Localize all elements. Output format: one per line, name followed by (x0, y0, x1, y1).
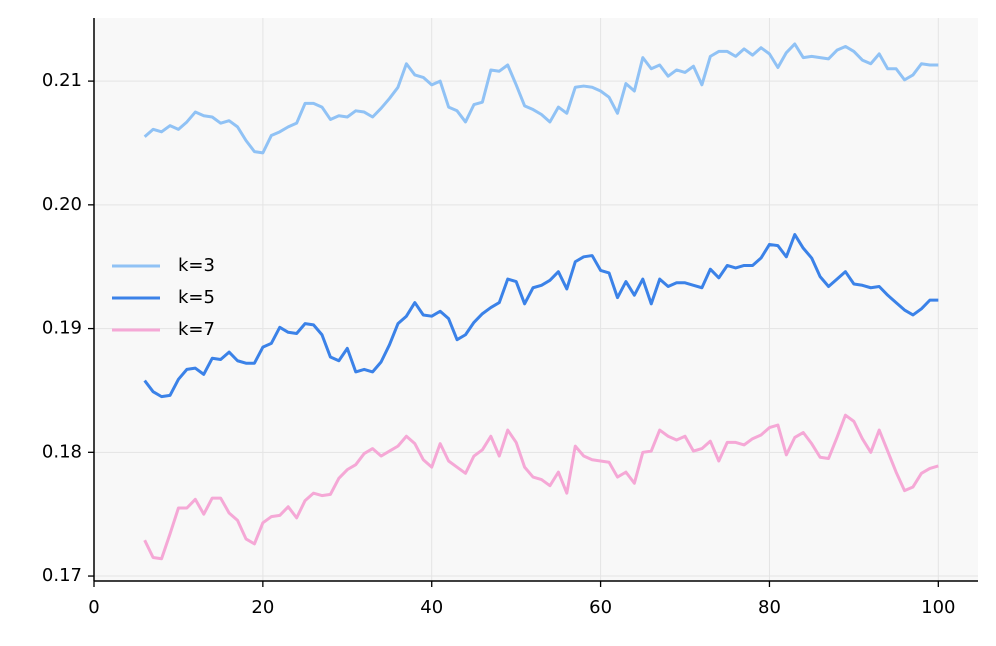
y-tick-label: 0.20 (42, 194, 82, 215)
legend-label: k=7 (178, 319, 215, 340)
x-tick-label: 20 (251, 597, 274, 618)
series-line (143, 233, 939, 399)
legend-label: k=5 (178, 287, 215, 308)
x-tick-label: 80 (758, 597, 781, 618)
series-line (143, 42, 939, 155)
y-tick-label: 0.19 (42, 318, 82, 339)
y-tick-label: 0.21 (42, 70, 82, 91)
legend-label: k=3 (178, 255, 215, 276)
x-tick-label: 60 (589, 597, 612, 618)
plot-area (94, 18, 978, 581)
y-tick-label: 0.17 (42, 565, 82, 586)
legend: k=3 k=5 k=7 (112, 255, 215, 340)
y-tick-label: 0.18 (42, 441, 82, 462)
x-tick-label: 0 (88, 597, 99, 618)
series-line (143, 413, 939, 561)
x-tick-label: 100 (921, 597, 955, 618)
lines (143, 42, 939, 561)
x-tick-label: 40 (420, 597, 443, 618)
